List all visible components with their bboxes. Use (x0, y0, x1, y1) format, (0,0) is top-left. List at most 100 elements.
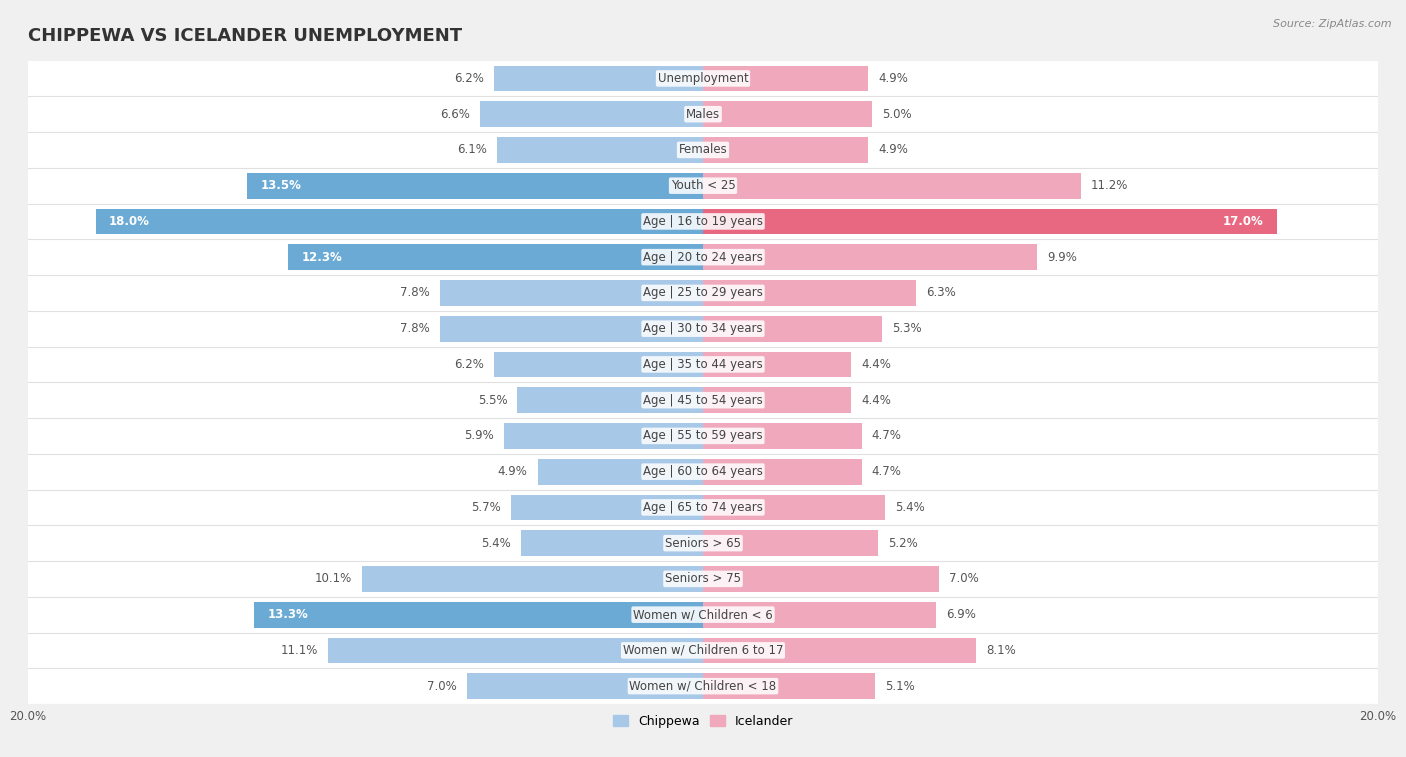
Bar (703, 280, 915, 306)
Text: Source: ZipAtlas.com: Source: ZipAtlas.com (1274, 19, 1392, 29)
Bar (703, 66, 869, 92)
Bar (520, 531, 703, 556)
Bar (510, 494, 703, 520)
Text: Age | 35 to 44 years: Age | 35 to 44 years (643, 358, 763, 371)
Bar (247, 173, 703, 198)
Bar (28, 347, 1378, 382)
Bar (481, 101, 703, 127)
Bar (498, 137, 703, 163)
Text: Age | 16 to 19 years: Age | 16 to 19 years (643, 215, 763, 228)
Text: 6.1%: 6.1% (457, 143, 486, 157)
Bar (703, 173, 1081, 198)
Bar (28, 597, 1378, 633)
Bar (96, 208, 703, 235)
Text: 5.9%: 5.9% (464, 429, 494, 442)
Text: 4.7%: 4.7% (872, 429, 901, 442)
Text: 7.0%: 7.0% (949, 572, 979, 585)
Bar (28, 132, 1378, 168)
Text: 5.4%: 5.4% (481, 537, 510, 550)
Bar (28, 561, 1378, 597)
Bar (703, 245, 1038, 270)
Bar (703, 101, 872, 127)
Text: Age | 25 to 29 years: Age | 25 to 29 years (643, 286, 763, 300)
Bar (703, 423, 862, 449)
Bar (28, 239, 1378, 275)
Bar (703, 208, 1277, 235)
Text: 17.0%: 17.0% (1222, 215, 1263, 228)
Bar (703, 137, 869, 163)
Text: 4.7%: 4.7% (872, 465, 901, 478)
Bar (28, 453, 1378, 490)
Text: Age | 20 to 24 years: Age | 20 to 24 years (643, 251, 763, 263)
Bar (467, 673, 703, 699)
Text: 7.8%: 7.8% (399, 322, 430, 335)
Legend: Chippewa, Icelander: Chippewa, Icelander (607, 710, 799, 733)
Text: 5.5%: 5.5% (478, 394, 508, 407)
Bar (537, 459, 703, 484)
Bar (440, 280, 703, 306)
Bar (28, 311, 1378, 347)
Bar (28, 168, 1378, 204)
Text: 6.6%: 6.6% (440, 107, 470, 120)
Bar (28, 61, 1378, 96)
Bar (517, 388, 703, 413)
Text: Males: Males (686, 107, 720, 120)
Bar (703, 388, 852, 413)
Text: 7.8%: 7.8% (399, 286, 430, 300)
Text: Age | 45 to 54 years: Age | 45 to 54 years (643, 394, 763, 407)
Text: 5.2%: 5.2% (889, 537, 918, 550)
Bar (28, 204, 1378, 239)
Bar (28, 490, 1378, 525)
Bar (703, 459, 862, 484)
Text: 9.9%: 9.9% (1047, 251, 1077, 263)
Text: 11.1%: 11.1% (281, 644, 318, 657)
Text: 5.1%: 5.1% (886, 680, 915, 693)
Bar (329, 637, 703, 663)
Text: Youth < 25: Youth < 25 (671, 179, 735, 192)
Bar (703, 531, 879, 556)
Text: 4.9%: 4.9% (498, 465, 527, 478)
Bar (28, 418, 1378, 453)
Text: 4.9%: 4.9% (879, 72, 908, 85)
Text: 5.7%: 5.7% (471, 501, 501, 514)
Text: 18.0%: 18.0% (110, 215, 150, 228)
Bar (703, 602, 936, 628)
Bar (703, 673, 875, 699)
Bar (28, 525, 1378, 561)
Bar (288, 245, 703, 270)
Bar (503, 423, 703, 449)
Bar (703, 316, 882, 341)
Bar (28, 275, 1378, 311)
Text: 5.4%: 5.4% (896, 501, 925, 514)
Text: Age | 65 to 74 years: Age | 65 to 74 years (643, 501, 763, 514)
Bar (494, 351, 703, 377)
Text: 13.3%: 13.3% (267, 608, 308, 621)
Text: 6.3%: 6.3% (925, 286, 956, 300)
Text: 4.4%: 4.4% (862, 394, 891, 407)
Text: 10.1%: 10.1% (315, 572, 352, 585)
Text: 8.1%: 8.1% (987, 644, 1017, 657)
Text: Seniors > 65: Seniors > 65 (665, 537, 741, 550)
Text: 5.0%: 5.0% (882, 107, 911, 120)
Text: 6.2%: 6.2% (454, 72, 484, 85)
Text: 6.2%: 6.2% (454, 358, 484, 371)
Bar (363, 566, 703, 592)
Text: Age | 30 to 34 years: Age | 30 to 34 years (643, 322, 763, 335)
Text: 12.3%: 12.3% (301, 251, 342, 263)
Bar (28, 96, 1378, 132)
Bar (28, 633, 1378, 668)
Bar (703, 566, 939, 592)
Bar (28, 382, 1378, 418)
Text: Age | 60 to 64 years: Age | 60 to 64 years (643, 465, 763, 478)
Bar (703, 637, 976, 663)
Text: CHIPPEWA VS ICELANDER UNEMPLOYMENT: CHIPPEWA VS ICELANDER UNEMPLOYMENT (28, 27, 463, 45)
Text: 11.2%: 11.2% (1091, 179, 1129, 192)
Text: Women w/ Children < 6: Women w/ Children < 6 (633, 608, 773, 621)
Text: Females: Females (679, 143, 727, 157)
Text: 6.9%: 6.9% (946, 608, 976, 621)
Text: 4.4%: 4.4% (862, 358, 891, 371)
Text: Women w/ Children < 18: Women w/ Children < 18 (630, 680, 776, 693)
Bar (254, 602, 703, 628)
Bar (440, 316, 703, 341)
Text: 7.0%: 7.0% (427, 680, 457, 693)
